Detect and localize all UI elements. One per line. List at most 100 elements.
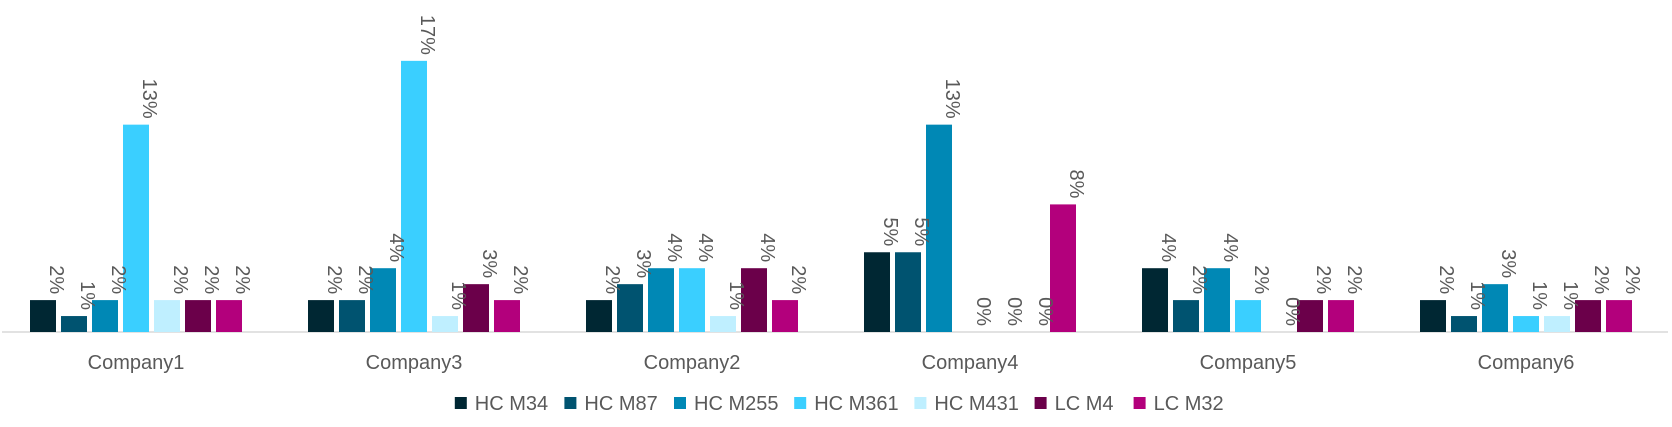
bar-company5-hc-m87: [1173, 300, 1199, 332]
legend-swatch: [564, 397, 577, 409]
bar-company6-hc-m255: [1482, 284, 1508, 332]
data-label: 0%: [972, 297, 994, 326]
bar-company6-hc-m87: [1451, 316, 1477, 332]
bar-company6-hc-m34: [1420, 300, 1446, 332]
bars-layer: [30, 60, 1632, 333]
data-label: 4%: [663, 233, 685, 262]
bar-company3-hc-m34: [308, 300, 334, 332]
data-label: 4%: [1157, 233, 1179, 262]
data-label: 2%: [1312, 265, 1334, 294]
data-label: 3%: [1497, 249, 1519, 278]
data-label: 4%: [694, 233, 716, 262]
bar-company4-hc-m87: [895, 252, 921, 332]
category-label: Company5: [1200, 352, 1297, 374]
bar-company5-lc-m4: [1297, 300, 1323, 332]
category-label: Company6: [1478, 352, 1575, 374]
data-label: 2%: [1188, 265, 1210, 294]
bar-company3-hc-m361: [401, 60, 427, 332]
bar-company2-hc-m255: [648, 268, 674, 332]
data-label: 2%: [787, 265, 809, 294]
bar-company4-hc-m255: [926, 124, 952, 333]
bar-company1-hc-m431: [154, 300, 180, 332]
bar-company3-hc-m255: [370, 268, 396, 332]
data-label: 2%: [200, 265, 222, 294]
bar-company4-hc-m34: [864, 252, 890, 332]
data-labels-layer: 2% 1% 2% 13% 2% 2% 2% 2% 2% 4% 17% 1% 3% 2% 2% 3% 4% 4% 1%…: [45, 15, 1643, 326]
bar-company3-hc-m431: [432, 316, 458, 332]
legend-label: LC M32: [1154, 393, 1224, 415]
data-label: 1%: [1466, 281, 1488, 310]
legend-swatch: [454, 397, 467, 409]
bar-company2-lc-m32: [772, 300, 798, 332]
category-label: Company4: [922, 352, 1019, 374]
bar-company2-hc-m34: [586, 300, 612, 332]
bar-company1-hc-m34: [30, 300, 56, 332]
data-label: 3%: [478, 249, 500, 278]
legend-swatch: [1034, 397, 1047, 409]
data-label: 3%: [632, 249, 654, 278]
data-label: 4%: [756, 233, 778, 262]
legend-label: HC M431: [934, 393, 1018, 415]
bar-company1-lc-m4: [185, 300, 211, 332]
data-label: 1%: [76, 281, 98, 310]
category-labels: Company1 Company3 Company2 Company4 Company5…: [88, 352, 1575, 374]
bar-company4-lc-m32: [1050, 204, 1076, 332]
data-label: 4%: [385, 233, 407, 262]
data-label: 2%: [169, 265, 191, 294]
bar-company6-hc-m361: [1513, 316, 1539, 332]
legend-swatch: [674, 397, 686, 409]
bar-company6-lc-m32: [1606, 300, 1632, 332]
data-label: 4%: [1219, 233, 1241, 262]
data-label: 2%: [323, 265, 345, 294]
data-label: 2%: [354, 265, 376, 294]
bar-company5-hc-m361: [1235, 300, 1261, 332]
bar-company2-hc-m361: [679, 268, 705, 332]
legend-label: HC M255: [694, 393, 778, 415]
legend-label: LC M4: [1055, 393, 1114, 415]
category-label: Company1: [88, 352, 185, 374]
data-label: 13%: [941, 79, 963, 119]
bar-company2-hc-m87: [617, 284, 643, 332]
bar-company3-lc-m4: [463, 284, 489, 332]
data-label: 1%: [725, 281, 747, 310]
bar-company6-hc-m431: [1544, 316, 1570, 332]
bar-company2-hc-m431: [710, 316, 736, 332]
data-label: 2%: [231, 265, 253, 294]
bar-company1-hc-m255: [92, 300, 118, 332]
data-label: 2%: [107, 265, 129, 294]
data-label: 13%: [138, 79, 160, 119]
data-label: 1%: [1559, 281, 1581, 310]
data-label: 2%: [45, 265, 67, 294]
data-label: 0%: [1034, 297, 1056, 326]
data-label: 0%: [1003, 297, 1025, 326]
bar-company1-hc-m361: [123, 124, 149, 333]
data-label: 2%: [601, 265, 623, 294]
bar-company3-hc-m87: [339, 300, 365, 332]
data-label: 2%: [509, 265, 531, 294]
data-label: 2%: [1250, 265, 1272, 294]
legend-swatch: [1133, 397, 1146, 409]
bar-company2-lc-m4: [741, 268, 767, 332]
bar-company5-hc-m34: [1142, 268, 1168, 332]
data-label: 1%: [1528, 281, 1550, 310]
bar-company5-hc-m255: [1204, 268, 1230, 332]
legend-label: HC M34: [475, 393, 548, 415]
legend-swatch: [794, 397, 807, 409]
data-label: 8%: [1065, 169, 1087, 198]
data-label: 2%: [1621, 265, 1643, 294]
data-label: 2%: [1435, 265, 1457, 294]
data-label: 5%: [879, 217, 901, 246]
bar-company1-hc-m87: [61, 316, 87, 332]
data-label: 0%: [1281, 297, 1303, 326]
data-label: 2%: [1590, 265, 1612, 294]
data-label: 17%: [416, 15, 438, 55]
category-label: Company3: [366, 352, 463, 374]
legend: HC M34 HC M87 HC M255 HC M361 HC M431 LC M4 LC…: [454, 393, 1224, 415]
category-label: Company2: [644, 352, 741, 374]
legend-label: HC M361: [814, 393, 898, 415]
bar-company3-lc-m32: [494, 300, 520, 332]
bar-company5-lc-m32: [1328, 300, 1354, 332]
data-label: 1%: [447, 281, 469, 310]
